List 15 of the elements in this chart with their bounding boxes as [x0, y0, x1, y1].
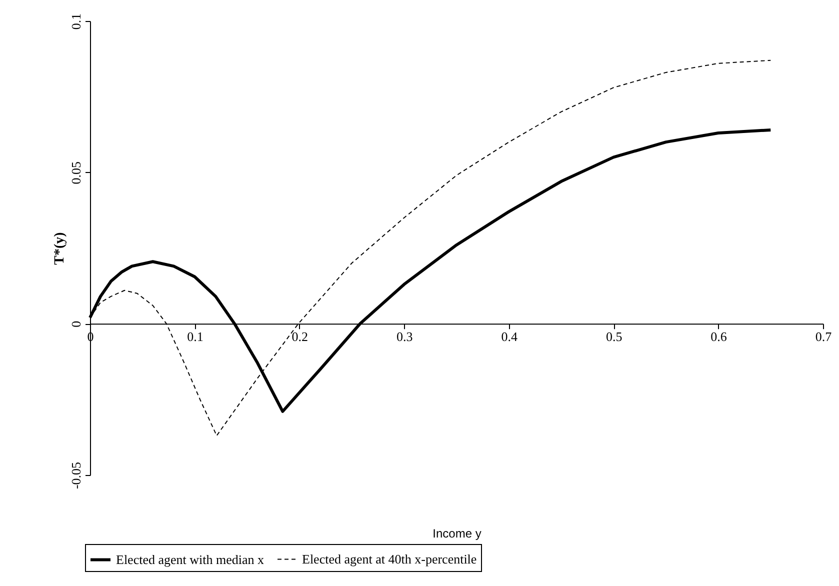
legend-label: Elected agent with median x [116, 552, 264, 567]
legend-label: Elected agent at 40th x-percentile [302, 551, 477, 566]
x-tick-label: 0.1 [187, 329, 204, 344]
x-tick-label: 0.4 [501, 329, 518, 344]
y-tick-label: 0.1 [68, 13, 84, 30]
x-axis-title: Income y [432, 526, 482, 540]
y-tick-label: 0 [68, 320, 84, 328]
y-axis-title: T*(y) [52, 232, 68, 265]
x-tick-label: 0.3 [396, 329, 413, 344]
y-tick-label: -0.05 [68, 462, 84, 490]
x-tick-label: 0.7 [815, 329, 832, 344]
x-tick-label: 0.5 [606, 329, 622, 344]
y-tick-label: 0.05 [68, 161, 84, 184]
x-tick-label: 0.6 [710, 329, 728, 344]
x-tick-label: 0.2 [292, 329, 308, 344]
